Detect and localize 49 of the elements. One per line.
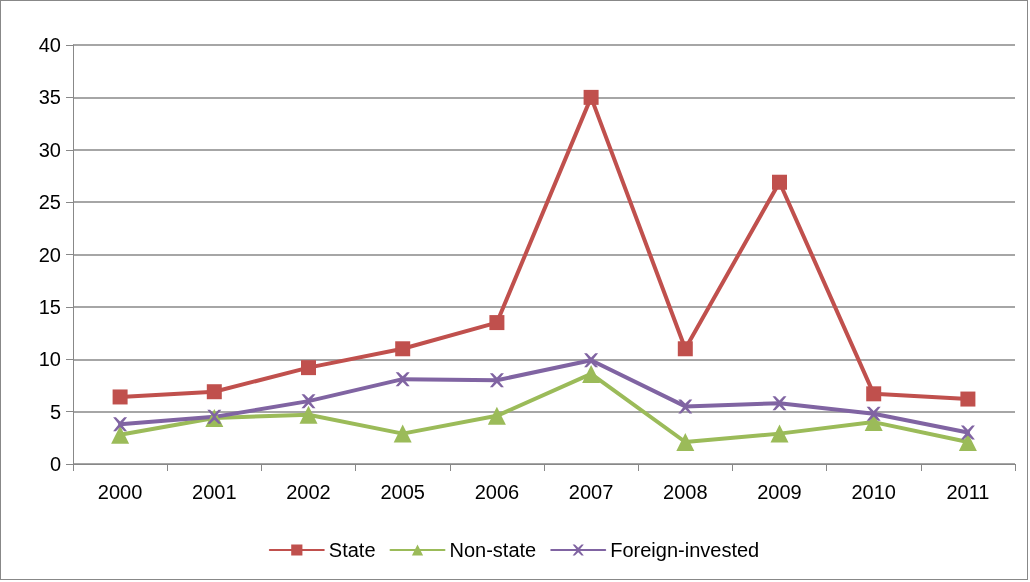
point bbox=[489, 373, 504, 388]
point bbox=[866, 406, 881, 421]
point bbox=[772, 396, 787, 411]
x-tick-label: 2000 bbox=[97, 481, 143, 503]
y-tick-label: 15 bbox=[38, 295, 61, 318]
y-tick-label: 25 bbox=[38, 191, 61, 214]
point bbox=[960, 391, 976, 407]
y-tick-label: 40 bbox=[38, 34, 61, 56]
point bbox=[112, 389, 128, 405]
y-tick-label: 10 bbox=[38, 348, 61, 371]
point bbox=[866, 386, 882, 402]
x-tick-label: 2001 bbox=[192, 481, 237, 503]
point bbox=[113, 417, 128, 432]
x-tick-label: 2009 bbox=[757, 481, 802, 503]
y-tick-label: 5 bbox=[49, 400, 61, 423]
point bbox=[301, 360, 316, 376]
y-tick-label: 20 bbox=[38, 243, 61, 266]
point bbox=[582, 364, 601, 383]
legend-label: Foreign-invested bbox=[610, 539, 760, 561]
x-tick-label: 2011 bbox=[946, 481, 990, 503]
x-tick-label: 2007 bbox=[568, 481, 614, 503]
point bbox=[395, 341, 411, 357]
point bbox=[301, 394, 316, 409]
point bbox=[678, 399, 693, 414]
point bbox=[584, 353, 599, 368]
legend-label: Non-state bbox=[449, 539, 537, 561]
point bbox=[583, 89, 599, 105]
point bbox=[958, 433, 977, 451]
point bbox=[395, 372, 410, 387]
y-tick-label: 0 bbox=[49, 453, 61, 475]
x-tick-label: 2002 bbox=[286, 481, 331, 503]
point bbox=[299, 405, 318, 424]
point bbox=[772, 174, 787, 190]
point bbox=[206, 384, 222, 400]
point bbox=[111, 425, 130, 444]
point bbox=[960, 425, 975, 440]
point bbox=[487, 406, 506, 425]
point bbox=[677, 341, 693, 357]
point bbox=[770, 424, 789, 443]
legend-label: State bbox=[328, 539, 376, 561]
x-tick-label: 2005 bbox=[380, 481, 425, 503]
point bbox=[489, 315, 505, 331]
x-tick-label: 2006 bbox=[474, 481, 520, 503]
point bbox=[676, 433, 695, 451]
x-tick-label: 2008 bbox=[663, 481, 708, 503]
y-tick-label: 30 bbox=[38, 138, 61, 161]
point bbox=[393, 424, 412, 443]
x-tick-label: 2010 bbox=[851, 481, 896, 503]
y-tick-label: 35 bbox=[38, 86, 61, 109]
